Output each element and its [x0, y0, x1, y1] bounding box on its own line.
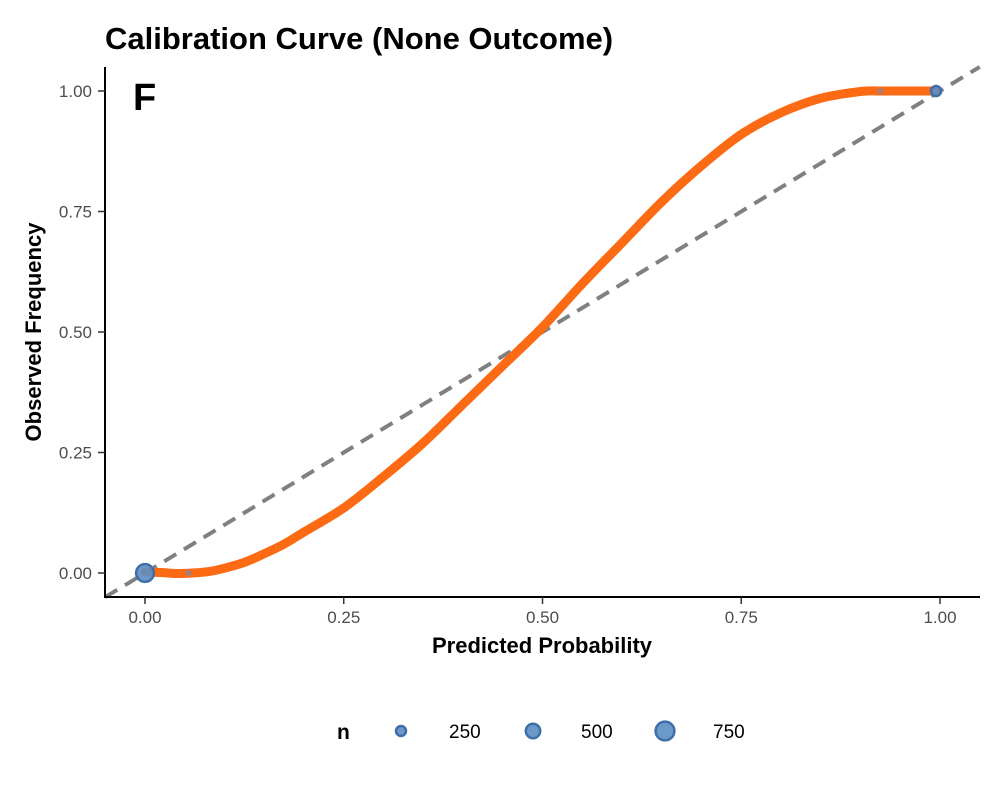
- x-axis-title: Predicted Probability: [432, 633, 653, 658]
- x-tick-label: 0.00: [128, 608, 161, 627]
- data-point: [134, 562, 156, 584]
- x-tick-label: 1.00: [923, 608, 956, 627]
- data-point: [877, 87, 884, 95]
- legend-entries: 250 500 750: [394, 720, 745, 743]
- legend-key-circle: [394, 724, 408, 738]
- y-tick-label: 0.75: [59, 203, 92, 222]
- y-tick-label: 0.00: [59, 564, 92, 583]
- calibration-curve-line: [140, 86, 941, 578]
- size-legend: n 250 500 750: [337, 720, 745, 744]
- y-tick-label: 0.25: [59, 444, 92, 463]
- legend-entry-label: 750: [713, 722, 745, 743]
- x-tick-label: 0.75: [725, 608, 758, 627]
- y-axis-title: Observed Frequency: [21, 222, 46, 442]
- x-axis-ticks: 0.00 0.25 0.50 0.75 1.00: [128, 597, 957, 627]
- x-tick-label: 0.25: [327, 608, 360, 627]
- data-point: [185, 569, 192, 577]
- legend-key-circle: [654, 720, 676, 742]
- y-axis-ticks: 0.00 0.25 0.50 0.75 1.00: [59, 82, 105, 583]
- legend-entry-label: 250: [449, 722, 481, 743]
- legend-entry-label: 500: [581, 722, 613, 743]
- panel-label: F: [133, 77, 156, 119]
- legend-key-circle: [524, 722, 542, 740]
- legend-title: n: [337, 721, 350, 744]
- plot-area: [104, 65, 981, 599]
- chart-title: Calibration Curve (None Outcome): [105, 21, 613, 56]
- x-tick-label: 0.50: [526, 608, 559, 627]
- data-points: [134, 84, 943, 584]
- data-point: [929, 84, 943, 98]
- y-tick-label: 1.00: [59, 82, 92, 101]
- y-tick-label: 0.50: [59, 323, 92, 342]
